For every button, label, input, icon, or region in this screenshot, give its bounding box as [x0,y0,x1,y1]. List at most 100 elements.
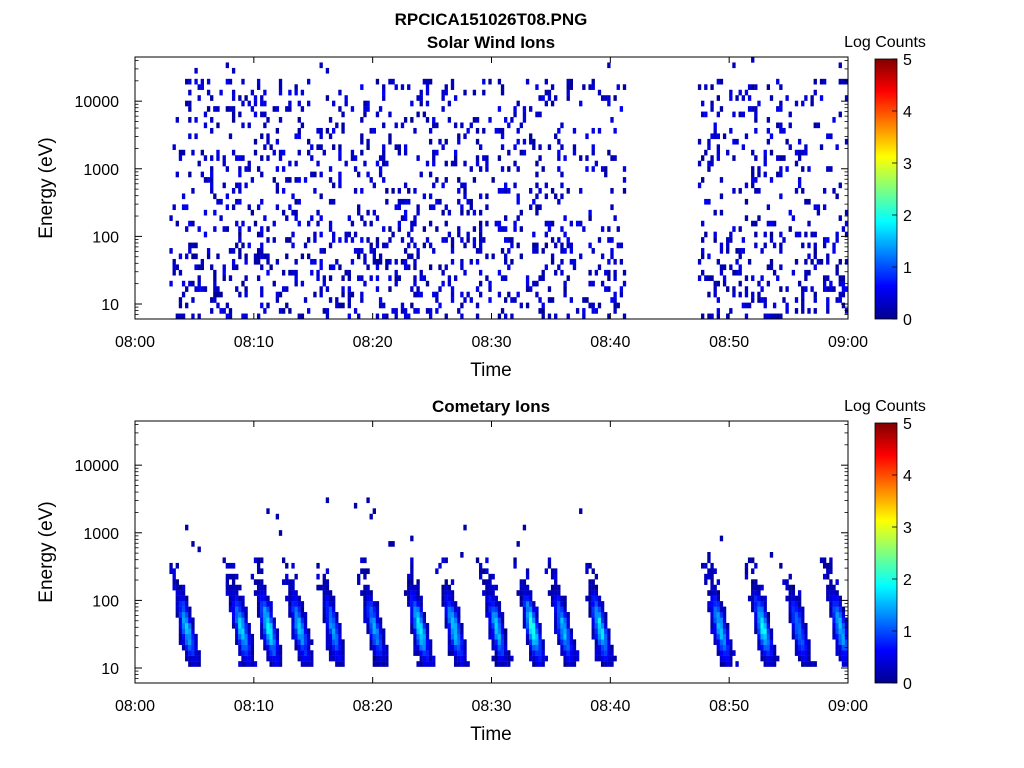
heatmap-cell [197,655,201,662]
heatmap-cell [238,612,242,618]
heatmap-cell [210,166,214,172]
heatmap-cell [701,253,705,260]
heatmap-cell [366,100,370,107]
heatmap-cell [757,291,761,298]
heatmap-cell [453,639,458,645]
heatmap-cell [307,100,311,107]
heatmap-cell [388,237,392,243]
heatmap-cell [510,297,514,303]
heatmap-cell [457,633,461,640]
heatmap-cell [447,606,452,613]
heatmap-cell [422,617,427,624]
heatmap-cell [600,622,605,629]
heatmap-cell [788,226,792,232]
heatmap-cell [522,117,527,123]
heatmap-cell [338,106,342,112]
heatmap-cell [447,275,452,281]
heatmap-cell [275,127,280,134]
heatmap-cell [735,138,739,145]
heatmap-cell [394,144,398,150]
heatmap-cell [197,264,201,271]
heatmap-cell [225,204,230,211]
heatmap-cell [241,650,245,656]
heatmap-cell [228,78,233,85]
heatmap-cell [572,264,577,271]
heatmap-cell [244,253,248,260]
heatmap-cell [538,144,542,150]
heatmap-cell [325,612,330,618]
heatmap-cell [297,601,301,607]
heatmap-cell [269,622,273,629]
heatmap-cell [263,100,267,107]
heatmap-cell [747,84,752,90]
heatmap-cell [447,644,452,651]
heatmap-cell [760,655,764,662]
heatmap-cell [766,655,771,662]
heatmap-cell [244,286,248,292]
heatmap-cell [450,622,455,629]
heatmap-cell [388,133,392,140]
heatmap-cell [463,242,467,249]
heatmap-cell [610,237,614,243]
heatmap-cell [241,155,245,161]
heatmap-cell [191,280,195,287]
heatmap-cell [263,215,267,221]
heatmap-cell [366,612,370,618]
heatmap-cell [497,622,502,629]
heatmap-cell [231,204,236,211]
heatmap-cell [394,308,398,314]
heatmap-cell [413,275,417,281]
heatmap-cell [716,308,720,314]
heatmap-cell [838,111,842,118]
heatmap-cell [732,650,736,656]
heatmap-cell [491,628,495,635]
heatmap-cell [766,280,771,287]
heatmap-cell [613,127,617,134]
heatmap-cell [319,62,323,69]
heatmap-cell [572,258,577,265]
heatmap-cell [366,584,370,591]
heatmap-cell [522,579,527,585]
colorbar [874,58,898,320]
heatmap-cell [310,650,314,656]
heatmap-cell [328,264,333,271]
heatmap-cell [566,188,570,194]
heatmap-cell [782,155,786,161]
heatmap-cell [360,84,364,90]
heatmap-cell [769,149,774,156]
heatmap-cell [757,590,761,596]
heatmap-cell [585,595,589,602]
heatmap-cell [319,193,323,200]
heatmap-cell [769,133,774,140]
heatmap-cell [328,595,333,602]
heatmap-cell [810,95,814,101]
heatmap-cell [175,601,179,607]
heatmap-cell [188,220,192,227]
heatmap-cell [303,612,308,618]
heatmap-cell [369,612,373,618]
heatmap-cell [744,182,749,189]
heatmap-cell [325,595,330,602]
heatmap-cell [754,127,758,134]
heatmap-cell [754,612,758,618]
heatmap-cell [378,171,383,178]
colorbar-tick-label: 2 [903,208,912,225]
heatmap-cell [822,280,827,287]
heatmap-cell [519,149,523,156]
heatmap-cell [444,138,448,145]
heatmap-cell [366,138,370,145]
heatmap-cell [779,193,783,200]
heatmap-cell [729,264,733,271]
heatmap-cell [307,138,311,145]
heatmap-cell [203,177,208,183]
heatmap-cell [597,264,602,271]
heatmap-cell [366,622,370,629]
heatmap-cell [344,237,348,243]
heatmap-cell [532,144,536,150]
heatmap-cell [266,138,270,145]
heatmap-cell [441,601,445,607]
heatmap-cell [325,286,330,292]
heatmap-cell [416,606,420,613]
heatmap-cell [607,313,611,319]
